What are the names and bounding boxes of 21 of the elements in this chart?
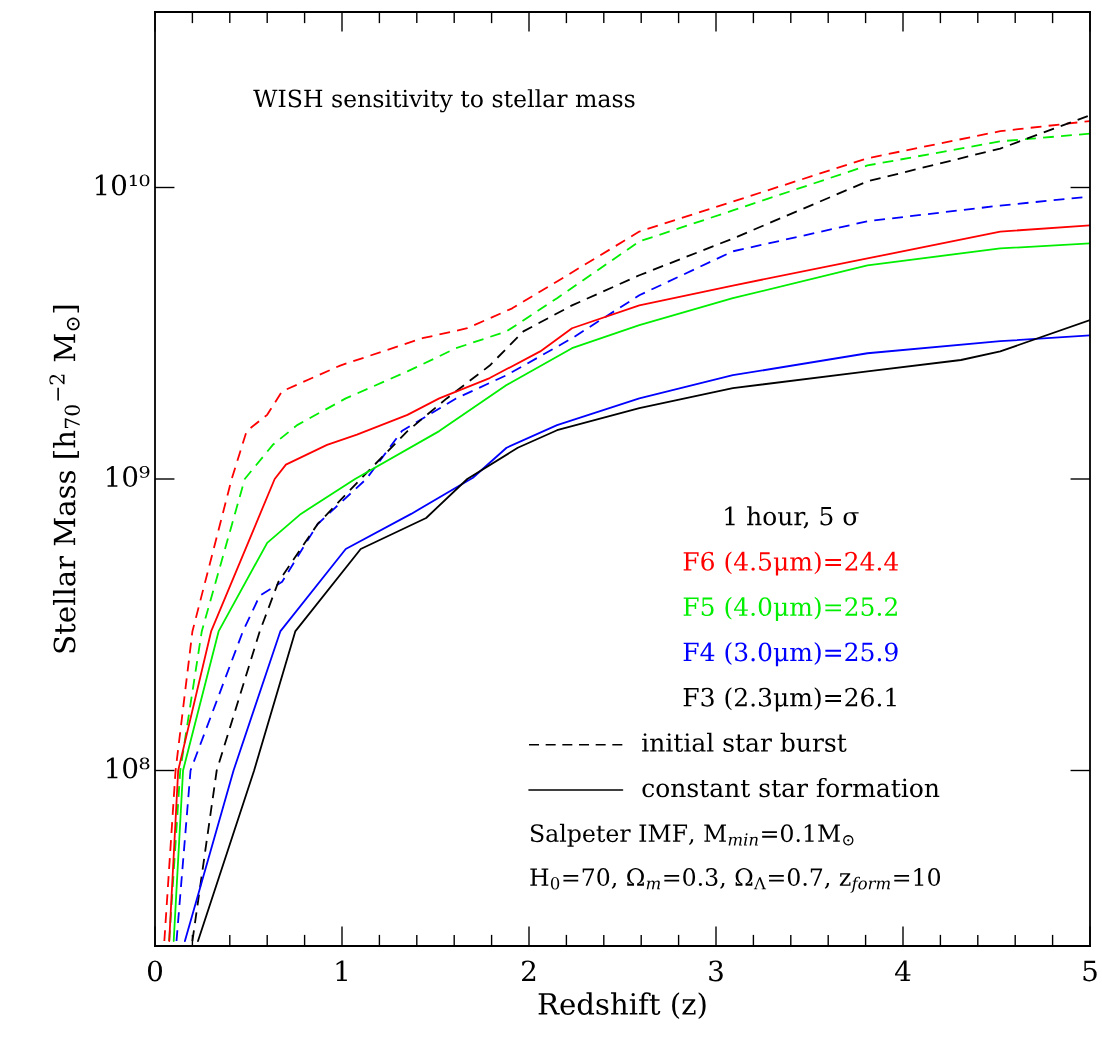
annotation: constant star formation — [642, 777, 940, 798]
text: F3 (2.3μm)=26.1 — [683, 687, 896, 712]
x-tick-label: 4 — [895, 960, 911, 981]
x-tick-label: 2 — [522, 960, 536, 981]
y-tick-label: 10⁸ — [107, 757, 150, 779]
text: F6 (4.5μm)=24.4 — [683, 551, 899, 576]
x-axis-title: Redshift (z) — [538, 992, 706, 1020]
x-tick-label: 0 — [147, 960, 162, 982]
annotation: initial star burst — [642, 732, 847, 752]
x-tick-label: 1 — [336, 960, 347, 981]
x-tick-label: 5 — [1083, 960, 1097, 982]
text: F4 (3.0μm)=25.9 — [683, 642, 898, 667]
x-tick-label: 3 — [709, 960, 723, 982]
y-axis-title: Stellar Mass [h$_{70}$$^{−2}$ M$_{⊙}$] — [49, 305, 80, 653]
y-tick-label: 10¹⁰ — [95, 174, 150, 196]
text: H$_{0}$=70, Ω$_{m}$=0.3, Ω$_{Λ}$=0.7, z$_{form}$=10 — [530, 868, 941, 893]
legend-title: 1 hour, 5 σ — [725, 506, 859, 529]
text: F5 (4.0μm)=25.2 — [683, 596, 897, 621]
text: WISH sensitivity to stellar mass — [253, 89, 635, 113]
y-tick-label: 10⁹ — [107, 466, 150, 488]
annotation: Salpeter IMF, M$_{min}$=0.1M$_{⊙}$ — [530, 823, 854, 847]
